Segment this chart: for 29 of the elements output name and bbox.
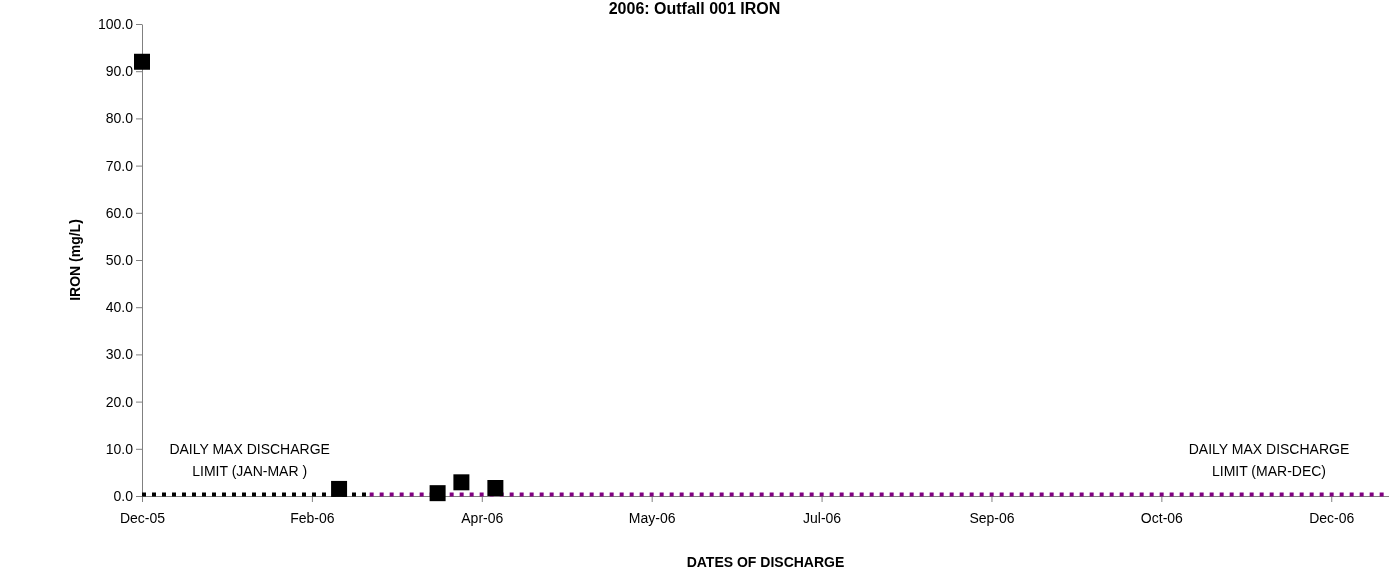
point (134, 53, 150, 70)
x-tick-label: Jul-06 (802, 510, 842, 527)
y-tick-label: 30.0 (105, 346, 134, 363)
series-label: DAILY MAX DISCHARGE LIMIT (JAN-MAR ) (169, 441, 330, 479)
y-tick-label: 10.0 (105, 440, 134, 457)
chart-title: 2006: Outfall 001 IRON (608, 0, 781, 17)
point (429, 485, 446, 502)
y-tick-label: 60.0 (105, 204, 134, 221)
x-tick-label: Dec-06 (1309, 510, 1355, 527)
series-label: DAILY MAX DISCHARGE LIMIT (MAR-DEC) (1188, 441, 1350, 479)
y-axis-title: IRON (mg/L) (67, 219, 83, 301)
x-tick-label: Dec-05 (119, 510, 166, 527)
y-tick-label: 40.0 (105, 299, 134, 316)
y-tick-label: 90.0 (105, 63, 134, 80)
point (331, 480, 348, 497)
point (453, 474, 470, 491)
y-tick-label: 20.0 (105, 393, 134, 410)
x-tick-label: Sep-06 (969, 510, 1015, 527)
x-tick-label: Feb-06 (290, 510, 335, 527)
y-tick-label: 0.0 (113, 487, 134, 504)
x-tick-label: May-06 (628, 510, 676, 527)
y-tick-label: 80.0 (105, 110, 134, 127)
x-tick-label: Oct-06 (1140, 510, 1184, 527)
x-axis-title: DATES OF DISCHARGE (686, 554, 845, 570)
point (487, 479, 504, 496)
y-tick-label: 50.0 (105, 251, 134, 268)
y-tick-label: 100.0 (97, 15, 134, 32)
x-tick-label: Apr-06 (461, 510, 504, 527)
y-tick-label: 70.0 (105, 157, 134, 174)
